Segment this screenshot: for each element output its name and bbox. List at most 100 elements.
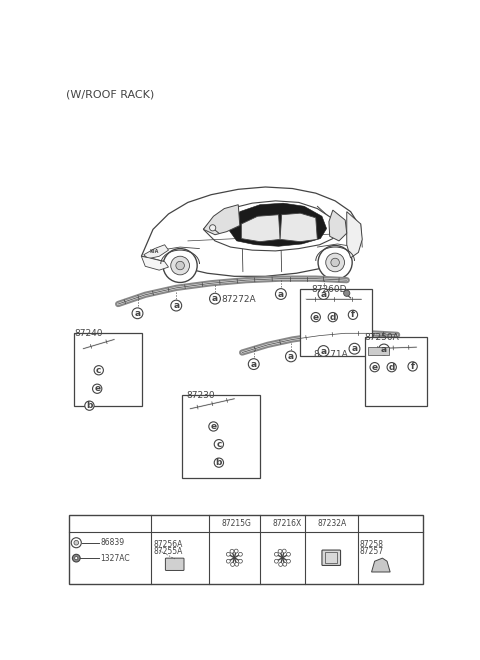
Circle shape: [210, 293, 220, 304]
Circle shape: [311, 313, 321, 322]
Text: a: a: [134, 309, 141, 317]
Circle shape: [275, 559, 278, 563]
Circle shape: [318, 346, 329, 356]
Circle shape: [348, 310, 358, 319]
Polygon shape: [142, 256, 168, 270]
Circle shape: [209, 422, 218, 431]
Text: c: c: [216, 440, 222, 449]
Circle shape: [72, 518, 83, 529]
Circle shape: [287, 552, 290, 556]
Circle shape: [132, 308, 143, 319]
Circle shape: [318, 288, 329, 300]
Circle shape: [349, 343, 360, 354]
Circle shape: [260, 518, 271, 529]
FancyBboxPatch shape: [74, 333, 142, 407]
Circle shape: [326, 253, 345, 272]
Circle shape: [305, 518, 316, 529]
Polygon shape: [204, 201, 337, 251]
Text: 87240: 87240: [74, 329, 102, 339]
Circle shape: [287, 559, 290, 563]
Circle shape: [331, 258, 339, 267]
FancyBboxPatch shape: [300, 288, 372, 356]
Text: e: e: [94, 384, 100, 393]
FancyBboxPatch shape: [166, 558, 184, 570]
Text: 87250A: 87250A: [365, 333, 399, 343]
Text: 86839: 86839: [100, 539, 124, 547]
Circle shape: [227, 552, 230, 556]
Circle shape: [230, 562, 235, 566]
Text: 87216X: 87216X: [272, 519, 301, 528]
Text: a: a: [173, 301, 180, 310]
Text: 87255A: 87255A: [154, 547, 183, 556]
Polygon shape: [229, 203, 326, 246]
Text: 87272A: 87272A: [221, 295, 255, 304]
Polygon shape: [142, 187, 360, 277]
Text: d: d: [262, 519, 269, 528]
Text: 1327AC: 1327AC: [100, 554, 130, 562]
Circle shape: [214, 440, 224, 449]
Polygon shape: [144, 245, 168, 259]
Circle shape: [153, 518, 164, 529]
Text: 87258: 87258: [360, 540, 384, 548]
Polygon shape: [347, 212, 362, 258]
Text: e: e: [372, 363, 378, 372]
Polygon shape: [372, 558, 390, 572]
Circle shape: [75, 556, 78, 560]
Circle shape: [278, 549, 282, 553]
Text: 87271A: 87271A: [314, 350, 348, 359]
Polygon shape: [280, 213, 317, 242]
Circle shape: [235, 562, 239, 566]
Circle shape: [85, 401, 94, 411]
Polygon shape: [241, 214, 280, 242]
Text: b: b: [86, 401, 93, 410]
Text: a: a: [251, 360, 257, 368]
Text: a: a: [278, 290, 284, 298]
Circle shape: [93, 384, 102, 393]
Circle shape: [163, 249, 197, 282]
Circle shape: [71, 538, 81, 548]
Circle shape: [239, 559, 242, 563]
Circle shape: [209, 518, 220, 529]
Text: e: e: [312, 313, 319, 321]
Text: c: c: [212, 519, 217, 528]
Circle shape: [74, 541, 79, 545]
Text: 87256A: 87256A: [154, 540, 183, 548]
Text: a: a: [381, 345, 387, 354]
Circle shape: [210, 225, 216, 231]
Text: d: d: [388, 363, 395, 372]
Circle shape: [359, 518, 369, 529]
FancyBboxPatch shape: [322, 550, 340, 566]
Circle shape: [171, 300, 181, 311]
Circle shape: [94, 366, 103, 375]
Text: b: b: [216, 458, 222, 467]
Text: d: d: [330, 313, 336, 321]
Circle shape: [286, 351, 296, 362]
Circle shape: [379, 344, 389, 355]
Text: f: f: [410, 362, 415, 371]
Polygon shape: [329, 210, 347, 241]
Text: f: f: [351, 310, 355, 319]
Text: a: a: [321, 290, 326, 298]
Circle shape: [370, 362, 379, 372]
Text: a: a: [74, 519, 80, 528]
Text: a: a: [288, 352, 294, 361]
Circle shape: [318, 246, 352, 279]
Circle shape: [344, 290, 350, 296]
Circle shape: [239, 552, 242, 556]
Circle shape: [214, 458, 224, 467]
FancyBboxPatch shape: [182, 395, 260, 478]
Circle shape: [176, 261, 184, 270]
Circle shape: [171, 256, 190, 275]
Text: 87232A: 87232A: [317, 519, 347, 528]
Circle shape: [230, 549, 234, 553]
Polygon shape: [204, 205, 240, 235]
Circle shape: [275, 552, 278, 556]
Circle shape: [328, 313, 337, 322]
Text: 87260D: 87260D: [312, 285, 348, 294]
Circle shape: [234, 549, 238, 553]
Text: (W/ROOF RACK): (W/ROOF RACK): [66, 90, 155, 100]
Text: c: c: [96, 366, 101, 375]
Text: 87230: 87230: [186, 391, 215, 400]
Text: e: e: [210, 422, 216, 431]
Circle shape: [408, 362, 417, 371]
